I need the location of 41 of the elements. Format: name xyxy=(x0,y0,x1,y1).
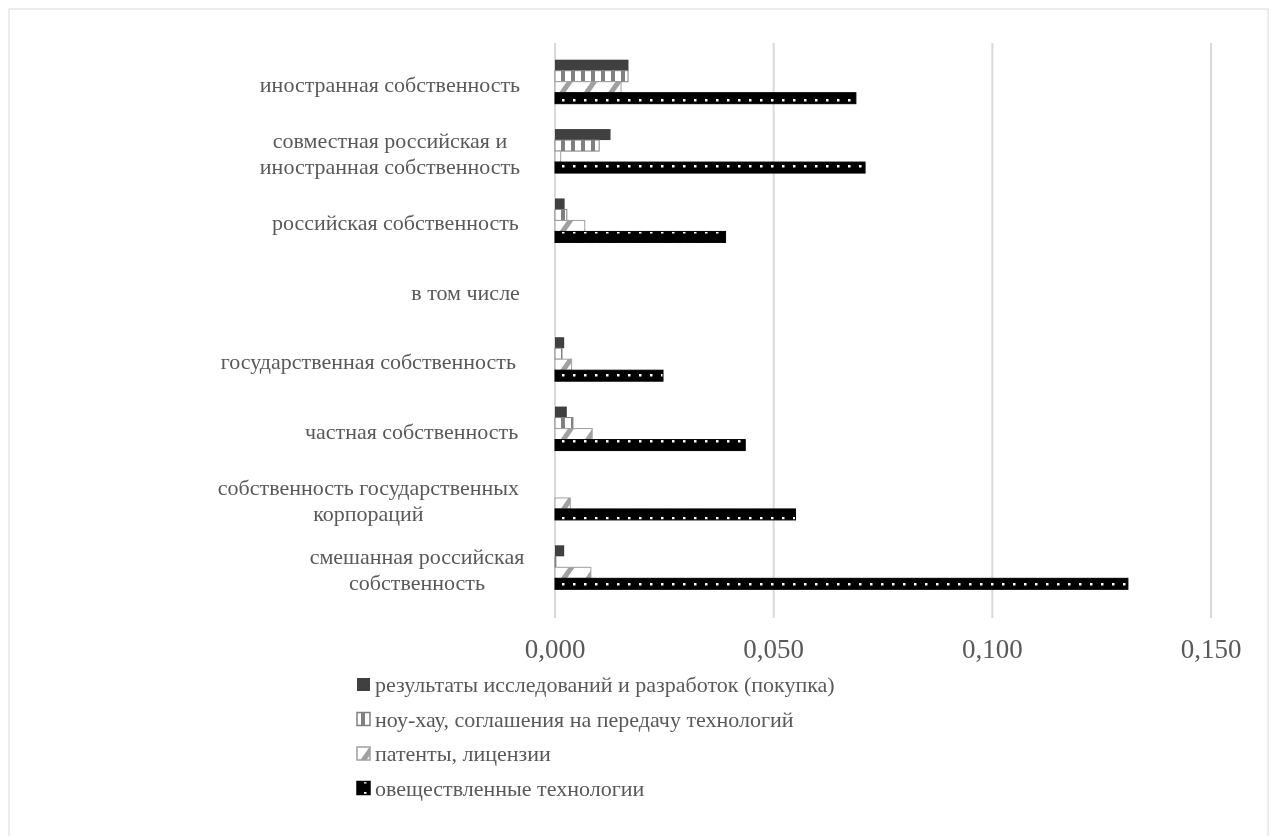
bar xyxy=(554,428,593,441)
bar xyxy=(554,497,571,510)
x-tick-label: 0,150 xyxy=(1180,634,1242,664)
bar xyxy=(554,508,797,521)
y-tick-label: смешанная российская собственность xyxy=(309,544,525,596)
legend-label: результаты исследований и разработок (покупка) xyxy=(375,672,835,697)
y-tick-label: российская собственность xyxy=(271,210,519,236)
x-tick-label: 0,050 xyxy=(743,634,805,664)
y-tick-label: частная собственность xyxy=(304,418,519,444)
x-tick-label: 0,100 xyxy=(961,634,1023,664)
bar xyxy=(554,70,629,83)
bar xyxy=(555,545,565,557)
y-tick-label: иностранная собственность xyxy=(259,71,521,97)
bar xyxy=(554,417,574,430)
bar xyxy=(554,369,664,382)
legend-label: патенты, лицензии xyxy=(375,741,552,766)
legend-label: овеществленные технологии xyxy=(375,775,645,801)
bar xyxy=(554,161,866,174)
bar xyxy=(554,439,746,452)
y-tick-label: в том числе xyxy=(411,279,520,305)
bar xyxy=(554,358,573,371)
y-tick-label: собственность государственных корпораций xyxy=(217,474,519,526)
y-tick-label: совместная российская и иностранная собственность xyxy=(259,128,521,180)
bar xyxy=(554,577,1129,590)
bar xyxy=(555,406,567,418)
bar xyxy=(554,219,586,232)
bar xyxy=(555,59,629,71)
bar xyxy=(554,92,857,105)
bar xyxy=(554,139,600,152)
bar xyxy=(554,347,563,360)
bar xyxy=(555,198,565,210)
legend-label: ноу-хау, соглашения на передачу технологий xyxy=(375,706,794,732)
y-tick-label: государственная собственность xyxy=(220,349,517,375)
x-tick-label: 0,000 xyxy=(524,634,586,664)
bar xyxy=(554,81,622,94)
bar xyxy=(555,337,565,349)
bar xyxy=(554,230,727,243)
bar xyxy=(554,208,568,221)
bar xyxy=(554,566,592,579)
bar xyxy=(554,150,562,163)
bar xyxy=(555,129,611,141)
